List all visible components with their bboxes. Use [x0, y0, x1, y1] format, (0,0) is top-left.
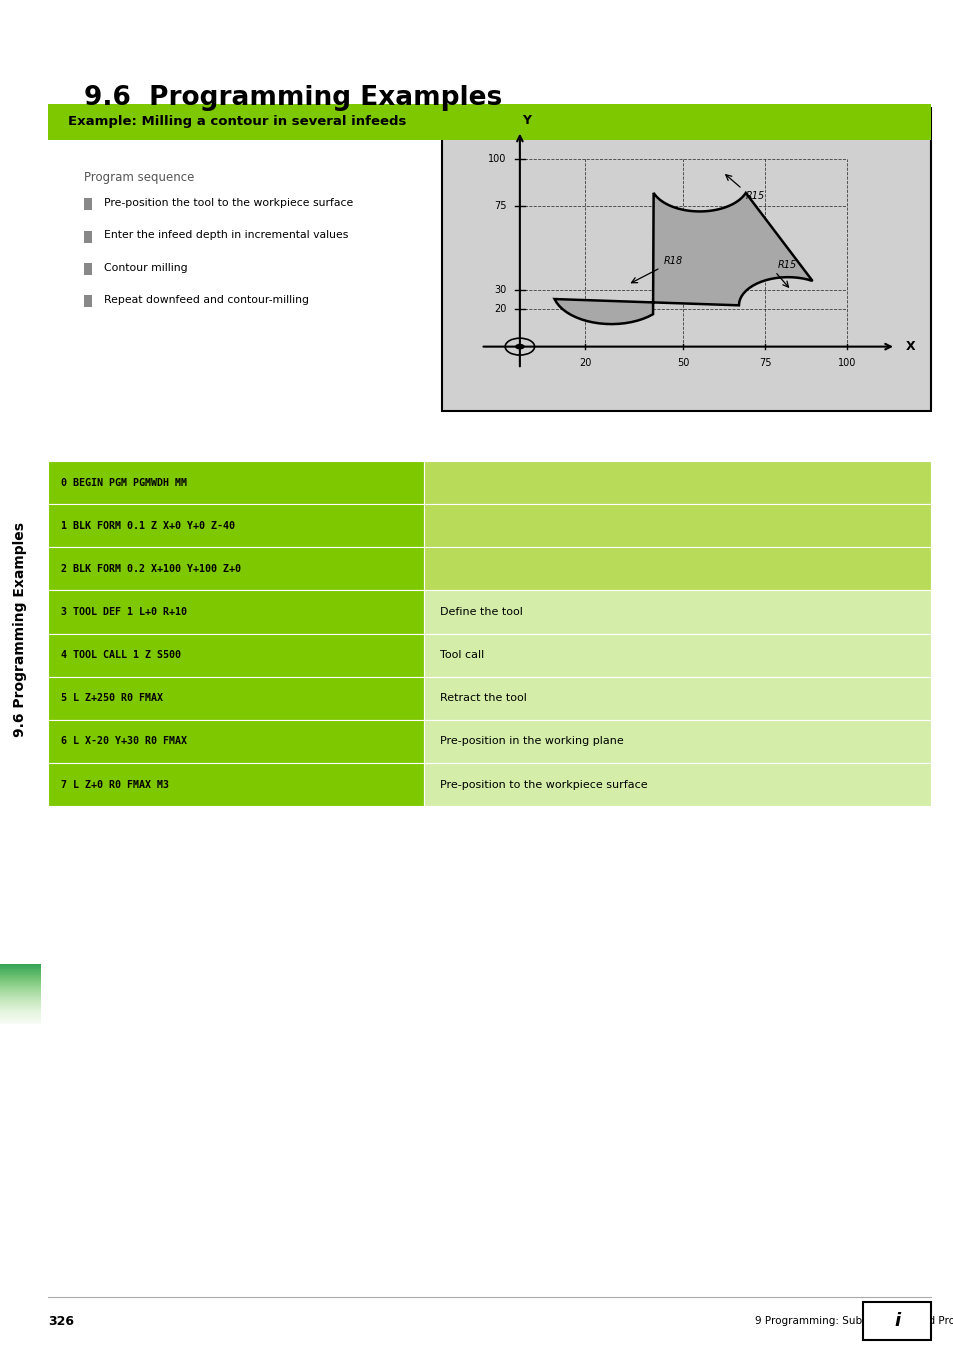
- FancyBboxPatch shape: [48, 677, 423, 720]
- FancyBboxPatch shape: [48, 104, 930, 140]
- FancyBboxPatch shape: [423, 677, 930, 720]
- Text: X: X: [904, 340, 914, 353]
- FancyBboxPatch shape: [423, 547, 930, 590]
- Text: Contour milling: Contour milling: [104, 263, 188, 272]
- Text: R18: R18: [663, 256, 682, 266]
- FancyBboxPatch shape: [441, 108, 930, 411]
- Text: 75: 75: [494, 201, 506, 210]
- Text: 9 Programming: Subprograms and Program Section Repeats: 9 Programming: Subprograms and Program S…: [754, 1316, 953, 1326]
- FancyBboxPatch shape: [48, 763, 423, 806]
- Text: 50: 50: [677, 357, 689, 368]
- Text: 100: 100: [837, 357, 855, 368]
- FancyBboxPatch shape: [48, 634, 423, 677]
- FancyBboxPatch shape: [423, 504, 930, 547]
- FancyBboxPatch shape: [84, 295, 92, 307]
- FancyBboxPatch shape: [84, 231, 92, 243]
- Text: R15: R15: [778, 260, 797, 270]
- Text: 4 TOOL CALL 1 Z S500: 4 TOOL CALL 1 Z S500: [61, 650, 181, 661]
- FancyBboxPatch shape: [48, 720, 423, 763]
- Text: Enter the infeed depth in incremental values: Enter the infeed depth in incremental va…: [104, 231, 348, 240]
- Polygon shape: [554, 193, 812, 324]
- FancyBboxPatch shape: [423, 763, 930, 806]
- Text: 7 L Z+0 R0 FMAX M3: 7 L Z+0 R0 FMAX M3: [61, 779, 169, 790]
- Text: Pre-position to the workpiece surface: Pre-position to the workpiece surface: [439, 779, 647, 790]
- Text: Pre-position in the working plane: Pre-position in the working plane: [439, 736, 623, 747]
- Text: 20: 20: [494, 305, 506, 314]
- Text: Pre-position the tool to the workpiece surface: Pre-position the tool to the workpiece s…: [104, 198, 353, 208]
- Text: 75: 75: [758, 357, 771, 368]
- Text: 0 BEGIN PGM PGMWDH MM: 0 BEGIN PGM PGMWDH MM: [61, 477, 187, 488]
- Text: Program sequence: Program sequence: [84, 171, 194, 185]
- FancyBboxPatch shape: [862, 1302, 930, 1340]
- Text: Y: Y: [521, 115, 531, 127]
- FancyBboxPatch shape: [423, 461, 930, 504]
- Text: 9.6 Programming Examples: 9.6 Programming Examples: [13, 522, 27, 737]
- FancyBboxPatch shape: [84, 198, 92, 210]
- Text: 9.6  Programming Examples: 9.6 Programming Examples: [84, 85, 501, 112]
- Text: Define the tool: Define the tool: [439, 607, 522, 617]
- Text: 20: 20: [578, 357, 591, 368]
- FancyBboxPatch shape: [48, 590, 423, 634]
- FancyBboxPatch shape: [423, 590, 930, 634]
- FancyBboxPatch shape: [423, 720, 930, 763]
- FancyBboxPatch shape: [84, 263, 92, 275]
- FancyBboxPatch shape: [423, 634, 930, 677]
- Text: 3 TOOL DEF 1 L+0 R+10: 3 TOOL DEF 1 L+0 R+10: [61, 607, 187, 617]
- Text: i: i: [893, 1312, 900, 1330]
- Text: 30: 30: [494, 286, 506, 295]
- FancyBboxPatch shape: [48, 461, 423, 504]
- Text: Retract the tool: Retract the tool: [439, 693, 526, 704]
- Text: 100: 100: [488, 154, 506, 164]
- Text: Repeat downfeed and contour-milling: Repeat downfeed and contour-milling: [104, 295, 309, 305]
- Text: R15: R15: [744, 191, 764, 201]
- Text: 5 L Z+250 R0 FMAX: 5 L Z+250 R0 FMAX: [61, 693, 163, 704]
- Text: Tool call: Tool call: [439, 650, 484, 661]
- FancyBboxPatch shape: [48, 504, 423, 547]
- FancyBboxPatch shape: [48, 547, 423, 590]
- Text: Example: Milling a contour in several infeeds: Example: Milling a contour in several in…: [68, 116, 406, 128]
- Text: 6 L X-20 Y+30 R0 FMAX: 6 L X-20 Y+30 R0 FMAX: [61, 736, 187, 747]
- Text: 1 BLK FORM 0.1 Z X+0 Y+0 Z-40: 1 BLK FORM 0.1 Z X+0 Y+0 Z-40: [61, 520, 235, 531]
- Circle shape: [515, 344, 524, 349]
- Text: 2 BLK FORM 0.2 X+100 Y+100 Z+0: 2 BLK FORM 0.2 X+100 Y+100 Z+0: [61, 563, 241, 574]
- Text: 326: 326: [48, 1314, 73, 1328]
